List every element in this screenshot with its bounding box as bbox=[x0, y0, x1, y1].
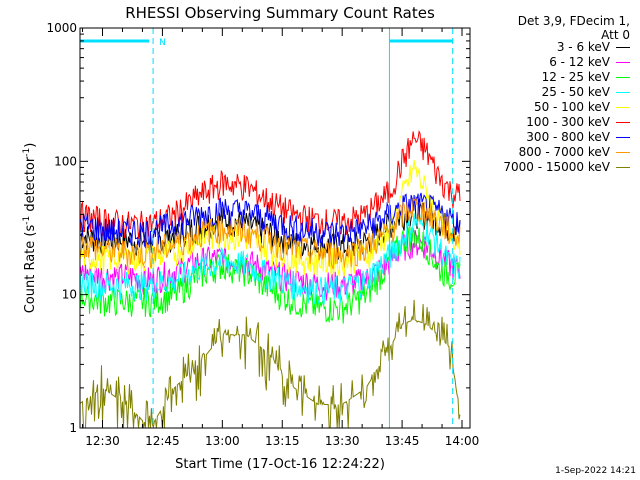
y-axis-label-sup1: -1 bbox=[22, 216, 32, 225]
x-axis-label: Start Time (17-Oct-16 12:24:22) bbox=[175, 457, 385, 472]
chart-title: RHESSI Observing Summary Count Rates bbox=[125, 4, 435, 22]
legend-entry-label: 800 - 7000 keV bbox=[518, 145, 610, 159]
legend-swatch bbox=[616, 92, 630, 93]
legend-swatch bbox=[616, 167, 630, 168]
legend-entry: 300 - 800 keV bbox=[526, 130, 630, 144]
legend-entry: 50 - 100 keV bbox=[534, 100, 630, 114]
series-25-50keV bbox=[80, 212, 461, 306]
legend-entry-label: 7000 - 15000 keV bbox=[503, 160, 610, 174]
legend-entry-label: 12 - 25 keV bbox=[541, 70, 610, 84]
series-layer bbox=[80, 129, 461, 429]
night-label: N bbox=[159, 38, 166, 48]
legend-entry-label: 100 - 300 keV bbox=[526, 115, 610, 129]
footer-timestamp: 1-Sep-2022 14:21 bbox=[555, 466, 636, 476]
x-tick-label: 14:00 bbox=[445, 434, 480, 448]
legend-entry-label: 25 - 50 keV bbox=[541, 85, 610, 99]
x-tick-label: 12:30 bbox=[85, 434, 120, 448]
y-axis-label-sup2: -1 bbox=[22, 148, 32, 157]
legend-swatch bbox=[616, 47, 630, 48]
y-tick-label: 1 bbox=[69, 421, 77, 435]
legend-swatch bbox=[616, 62, 630, 63]
x-tick-label: 12:45 bbox=[145, 434, 180, 448]
legend-swatch bbox=[616, 152, 630, 153]
series-300-800keV bbox=[80, 192, 461, 250]
y-axis-label-mid: detector bbox=[23, 156, 38, 216]
x-tick-label: 13:15 bbox=[265, 434, 300, 448]
legend-entry: 6 - 12 keV bbox=[549, 55, 630, 69]
series-800-7000keV bbox=[80, 197, 461, 270]
legend-entry: 12 - 25 keV bbox=[542, 70, 630, 84]
axis-layer: 1 10 100 1000 12:30 12:45 13:00 13:15 13:30 13:45… bbox=[46, 21, 479, 448]
series-line bbox=[80, 192, 461, 250]
y-axis-label: Count Rate (s-1 detector-1) bbox=[22, 143, 38, 314]
legend-entry: 800 - 7000 keV bbox=[519, 145, 630, 159]
legend-entry: 100 - 300 keV bbox=[526, 115, 630, 129]
y-tick-label: 100 bbox=[54, 154, 77, 168]
x-tick-label: 13:00 bbox=[205, 434, 240, 448]
legend-entry-label: 50 - 100 keV bbox=[533, 100, 610, 114]
y-tick-label: 1000 bbox=[46, 21, 77, 35]
y-tick-label: 10 bbox=[62, 288, 77, 302]
series-line bbox=[80, 299, 461, 429]
legend-entry-label: 300 - 800 keV bbox=[526, 130, 610, 144]
series-12-25keV bbox=[80, 227, 461, 324]
legend-entry: 7000 - 15000 keV bbox=[503, 160, 630, 174]
series-7000-15000keV bbox=[80, 299, 461, 429]
series-line bbox=[80, 227, 461, 324]
legend-entry-label: 3 - 6 keV bbox=[556, 40, 610, 54]
legend-header-line2: Att 0 bbox=[601, 28, 630, 42]
series-line bbox=[80, 212, 461, 306]
legend-entry-label: 6 - 12 keV bbox=[549, 55, 610, 69]
legend-swatch bbox=[616, 137, 630, 138]
series-line bbox=[80, 197, 461, 270]
y-axis-label-end: ) bbox=[23, 143, 38, 148]
legend-swatch bbox=[616, 107, 630, 108]
legend-entry: 3 - 6 keV bbox=[557, 40, 630, 54]
legend-entry: 25 - 50 keV bbox=[542, 85, 630, 99]
y-axis-label-main: Count Rate (s bbox=[23, 225, 38, 314]
legend-swatch bbox=[616, 122, 630, 123]
plot-frame bbox=[79, 27, 471, 429]
x-tick-label: 13:30 bbox=[325, 434, 360, 448]
legend-header-line1: Det 3,9, FDecim 1, bbox=[517, 14, 630, 28]
x-tick-label: 13:45 bbox=[385, 434, 420, 448]
legend-swatch bbox=[616, 77, 630, 78]
